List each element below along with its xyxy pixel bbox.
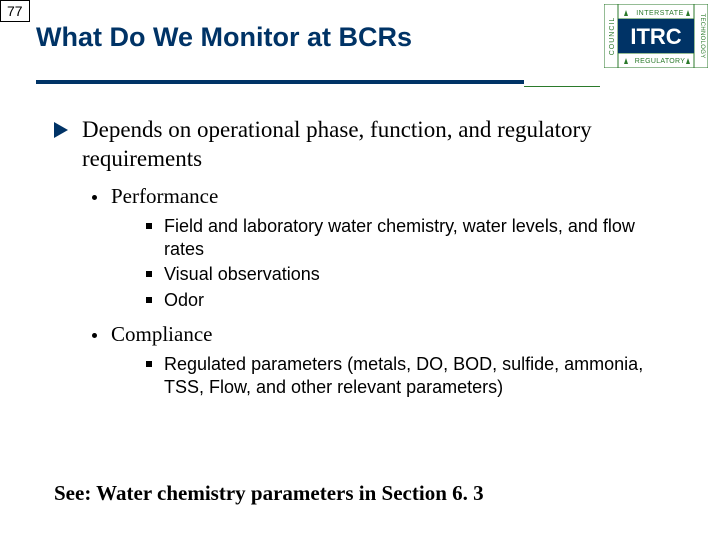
bullet-l2-text: Performance [111, 184, 218, 209]
square-bullet-icon [146, 297, 152, 303]
footer-reference: See: Water chemistry parameters in Secti… [54, 481, 484, 506]
title-underline-accent [524, 86, 600, 87]
bullet-l1-text: Depends on operational phase, function, … [82, 116, 674, 174]
bullet-level-3: Odor [146, 289, 674, 312]
square-bullet-icon [146, 223, 152, 229]
dot-bullet-icon [92, 333, 97, 338]
dot-bullet-icon [92, 195, 97, 200]
itrc-logo: ITRC INTERSTATE REGULATORY COUNCIL TECHN… [604, 4, 708, 68]
bullet-l3-text: Regulated parameters (metals, DO, BOD, s… [164, 353, 644, 400]
svg-text:TECHNOLOGY: TECHNOLOGY [699, 13, 705, 58]
triangle-bullet-icon [54, 122, 68, 138]
slide-body: Depends on operational phase, function, … [54, 116, 674, 402]
svg-text:REGULATORY: REGULATORY [635, 58, 685, 65]
bullet-level-3: Regulated parameters (metals, DO, BOD, s… [146, 353, 674, 400]
svg-text:INTERSTATE: INTERSTATE [636, 10, 684, 17]
bullet-level-3: Visual observations [146, 263, 674, 286]
bullet-level-3: Field and laboratory water chemistry, wa… [146, 215, 674, 262]
title-underline [36, 80, 524, 84]
bullet-level-2: Performance [92, 184, 674, 209]
bullet-l3-text: Odor [164, 289, 204, 312]
bullet-level-2: Compliance [92, 322, 674, 347]
slide-title: What Do We Monitor at BCRs [36, 22, 412, 53]
svg-text:COUNCIL: COUNCIL [609, 17, 616, 56]
bullet-level-1: Depends on operational phase, function, … [54, 116, 674, 174]
bullet-l2-text: Compliance [111, 322, 212, 347]
bullet-l3-text: Field and laboratory water chemistry, wa… [164, 215, 644, 262]
square-bullet-icon [146, 361, 152, 367]
square-bullet-icon [146, 271, 152, 277]
svg-text:ITRC: ITRC [630, 24, 681, 49]
bullet-l3-text: Visual observations [164, 263, 320, 286]
page-number: 77 [0, 0, 30, 22]
